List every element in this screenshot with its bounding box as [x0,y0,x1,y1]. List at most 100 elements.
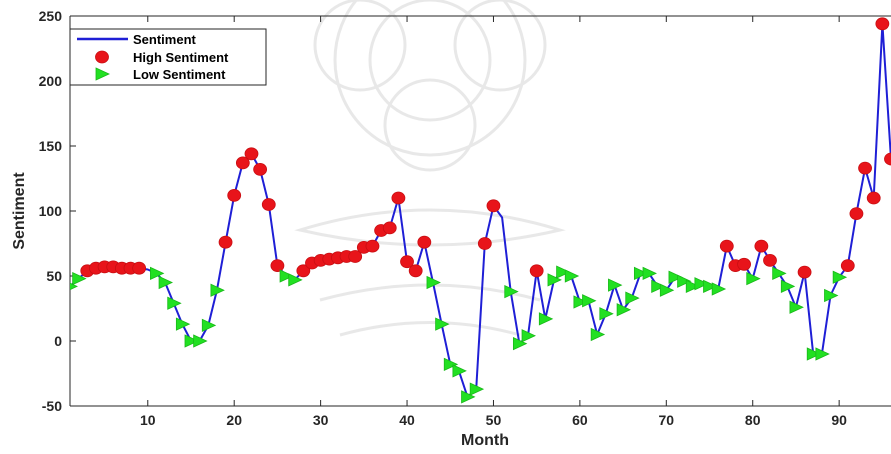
low-sentiment-point [150,266,165,281]
plot-area [70,17,891,404]
low-sentiment-point [279,269,295,283]
low-sentiment-point [443,357,459,372]
high-sentiment-point [417,235,432,249]
y-tick-label: 0 [54,333,62,349]
low-sentiment-point [504,284,519,299]
y-tick-label: 250 [39,8,63,24]
high-sentiment-point [227,188,242,202]
low-sentiment-point [642,266,657,281]
high-sentiment-point [840,259,855,273]
high-sentiment-point [737,257,751,271]
low-sentiment-point [694,277,709,291]
high-sentiment-point [408,264,423,278]
low-sentiment-point [288,273,303,287]
low-sentiment-point [789,300,804,314]
y-tick-label: 200 [39,73,63,89]
low-sentiment-point [426,275,441,290]
y-tick-label: 100 [39,203,63,219]
high-sentiment-point [849,207,864,221]
watermark [294,0,566,337]
low-sentiment-point [461,390,476,404]
low-sentiment-point [210,283,225,297]
low-sentiment-point [175,317,191,331]
low-sentiment-point [711,282,727,296]
low-sentiment-point [70,282,78,291]
high-sentiment-point [391,191,406,205]
x-tick-label: 50 [486,412,502,428]
y-tick-label: 50 [46,268,62,284]
x-tick-label: 90 [831,412,847,428]
low-sentiment-point [521,329,536,343]
low-sentiment-point [469,382,485,396]
low-sentiment-point [590,327,606,342]
low-sentiment-point [685,279,701,294]
low-sentiment-point [746,271,761,286]
low-sentiment-point [703,279,718,294]
high-sentiment-point [719,239,734,253]
y-axis-title: Sentiment [11,172,28,250]
low-sentiment-point [538,312,554,326]
low-sentiment-point [435,317,450,331]
low-sentiment-point [633,266,649,281]
axes: -50 0 50 100 150 200 250 10 20 30 40 50 60 70 80 90 [39,8,891,428]
low-sentiment-point [547,273,562,287]
x-tick-label: 30 [313,412,329,428]
x-tick-label: 20 [226,412,242,428]
x-tick-label: 70 [659,412,675,428]
high-sentiment-point [797,265,812,279]
x-axis-title: Month [461,432,509,449]
low-sentiment-point [582,294,597,308]
legend-high-swatch [95,50,109,64]
high-sentiment-point [486,199,501,213]
high-sentiment-point [253,162,268,176]
legend-label-high: High Sentiment [133,50,229,65]
high-sentiment-point [244,147,259,161]
low-sentiment-point [815,347,830,361]
legend-low-swatch [95,67,110,81]
high-sentiment-point [866,191,881,205]
high-sentiment-point [400,255,414,269]
high-sentiment-point [348,250,363,263]
high-sentiment-point [529,264,544,278]
low-sentiment-point [616,303,632,317]
low-sentiment-point [832,270,848,284]
high-sentiment-point [365,239,380,253]
low-sentiment-point [677,274,692,288]
low-sentiment-point [158,275,174,290]
low-sentiment-point [193,334,208,348]
low-sentiment-point [608,278,623,292]
low-sentiment-point [806,347,822,361]
low-sentiment-point [599,307,614,321]
low-sentiment-point [659,283,675,297]
low-sentiment-point [184,334,199,348]
low-sentiment-point [651,279,666,294]
x-tick-label: 40 [399,412,415,428]
low-sentiment-point [625,291,640,305]
high-sentiment-point [858,161,872,175]
high-sentiment-point [477,237,492,250]
x-tick-label: 80 [745,412,761,428]
high-sentiment-point [132,261,147,275]
high-sentiment-point [884,152,891,166]
low-sentiment-point [167,296,182,310]
high-sentiment-point [218,235,233,249]
low-sentiment-point [452,364,467,378]
low-sentiment-point [512,336,528,351]
high-sentiment-point [763,253,777,267]
high-sentiment-point [875,17,890,31]
x-tick-label: 60 [572,412,588,428]
y-tick-label: 150 [39,138,63,154]
low-sentiment-point [556,265,571,279]
series-group [70,17,891,404]
low-sentiment-point [564,269,580,283]
low-sentiment-point [668,270,683,284]
low-sentiment-point [573,295,588,309]
legend-label-sentiment: Sentiment [133,32,197,47]
low-sentiment-point [780,279,796,294]
high-sentiment-point [270,259,285,273]
legend-label-low: Low Sentiment [133,67,226,82]
x-tick-label: 10 [140,412,156,428]
low-sentiment-point [72,271,87,286]
y-tick-label: -50 [42,398,62,414]
